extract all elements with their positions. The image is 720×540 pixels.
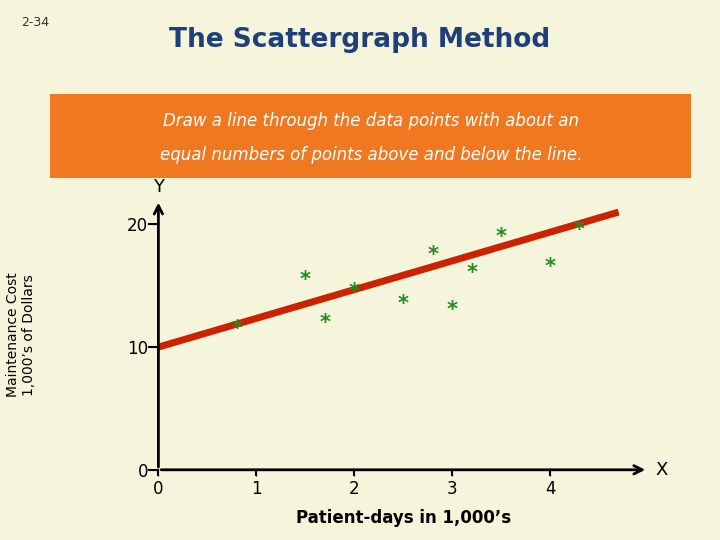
- Text: *: *: [495, 227, 507, 247]
- Text: 2-34: 2-34: [22, 16, 50, 29]
- Text: *: *: [397, 294, 409, 314]
- Text: *: *: [467, 264, 477, 284]
- Text: Draw a line through the data points with about an: Draw a line through the data points with…: [163, 112, 579, 130]
- Text: X: X: [656, 461, 668, 479]
- Text: *: *: [427, 245, 438, 265]
- Text: Y: Y: [153, 178, 164, 196]
- X-axis label: Patient-days in 1,000’s: Patient-days in 1,000’s: [296, 509, 510, 528]
- Text: Maintenance Cost
1,000’s of Dollars: Maintenance Cost 1,000’s of Dollars: [6, 272, 37, 397]
- Text: equal numbers of points above and below the line.: equal numbers of points above and below …: [160, 146, 582, 164]
- Text: *: *: [320, 313, 330, 333]
- Text: *: *: [544, 257, 556, 278]
- Text: *: *: [348, 282, 360, 302]
- Text: *: *: [446, 300, 458, 320]
- Text: The Scattergraph Method: The Scattergraph Method: [169, 27, 551, 53]
- Text: *: *: [231, 319, 242, 339]
- Text: *: *: [300, 269, 311, 289]
- Text: *: *: [574, 220, 585, 240]
